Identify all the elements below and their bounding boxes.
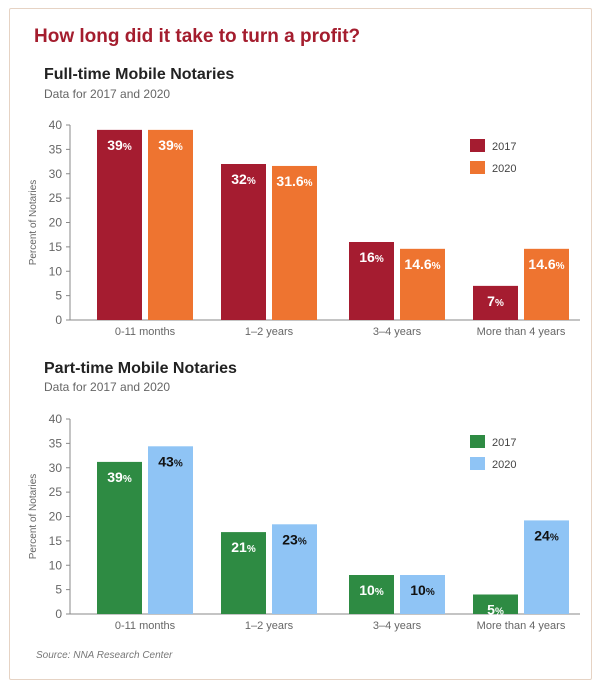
y-tick-label: 10 xyxy=(49,264,63,278)
legend-label: 2017 xyxy=(492,141,516,153)
y-tick-label: 20 xyxy=(49,216,63,230)
legend-swatch-2017 xyxy=(470,139,485,152)
y-tick-label: 35 xyxy=(49,142,63,156)
bar-2017-1 xyxy=(221,532,266,614)
x-tick-label: 1–2 years xyxy=(245,326,294,338)
data-label: 7% xyxy=(487,293,504,309)
y-tick-label: 25 xyxy=(49,485,63,499)
legend-swatch-2017 xyxy=(470,435,485,448)
y-tick-label: 20 xyxy=(49,510,63,524)
data-label: 39% xyxy=(107,137,132,153)
bar-2017-1 xyxy=(221,164,266,320)
legend-label: 2017 xyxy=(492,437,516,449)
bar-2017-2 xyxy=(349,242,394,320)
page-title: How long did it take to turn a profit? xyxy=(34,26,361,47)
data-label: 23% xyxy=(282,531,307,547)
bar-2017-0 xyxy=(97,461,142,614)
legend-label: 2020 xyxy=(492,459,516,471)
bar-2020-0 xyxy=(148,446,193,614)
data-label: 16% xyxy=(359,249,384,265)
bar-2020-1 xyxy=(272,165,317,320)
full-time-chart-title: Full-time Mobile Notaries xyxy=(44,66,235,83)
y-tick-label: 35 xyxy=(49,436,63,450)
y-tick-label: 15 xyxy=(49,240,63,254)
x-tick-label: More than 4 years xyxy=(477,620,566,632)
data-label: 5% xyxy=(487,602,504,618)
data-label: 43% xyxy=(158,453,183,469)
data-label: 39% xyxy=(158,137,183,153)
bar-2020-1 xyxy=(272,524,317,614)
data-label: 14.6% xyxy=(404,256,440,272)
bar-2020-3 xyxy=(524,520,569,614)
source-note: Source: NNA Research Center xyxy=(36,650,173,661)
data-label: 14.6% xyxy=(528,256,564,272)
x-tick-label: More than 4 years xyxy=(477,326,566,338)
data-label: 39% xyxy=(107,469,132,485)
legend-swatch-2020 xyxy=(470,457,485,470)
y-tick-label: 25 xyxy=(49,191,63,205)
y-axis-label: Percent of Notaries xyxy=(28,180,39,266)
y-axis-label: Percent of Notaries xyxy=(28,474,39,560)
y-tick-label: 40 xyxy=(49,412,63,426)
full-time-chart-subtitle: Data for 2017 and 2020 xyxy=(44,87,171,101)
y-tick-label: 5 xyxy=(55,583,62,597)
x-tick-label: 3–4 years xyxy=(373,326,422,338)
bar-2017-3 xyxy=(473,594,518,614)
y-tick-label: 15 xyxy=(49,534,63,548)
data-label: 10% xyxy=(359,582,384,598)
data-label: 24% xyxy=(534,527,559,543)
bar-2020-3 xyxy=(524,248,569,320)
part-time-chart-subtitle: Data for 2017 and 2020 xyxy=(44,380,171,394)
y-tick-label: 30 xyxy=(49,461,63,475)
x-tick-label: 0-11 months xyxy=(115,620,176,632)
x-tick-label: 1–2 years xyxy=(245,620,294,632)
y-tick-label: 0 xyxy=(55,607,62,621)
y-tick-label: 40 xyxy=(49,118,63,132)
data-label: 32% xyxy=(231,171,256,187)
bar-2020-2 xyxy=(400,248,445,320)
legend-label: 2020 xyxy=(492,163,516,175)
data-label: 31.6% xyxy=(276,173,312,189)
y-tick-label: 10 xyxy=(49,558,63,572)
x-tick-label: 0-11 months xyxy=(115,326,176,338)
y-tick-label: 5 xyxy=(55,289,62,303)
data-label: 21% xyxy=(231,539,256,555)
x-tick-label: 3–4 years xyxy=(373,620,422,632)
bar-2017-3 xyxy=(473,285,518,320)
bar-2020-2 xyxy=(400,575,445,614)
bar-2020-0 xyxy=(148,129,193,320)
bar-2017-0 xyxy=(97,129,142,320)
y-tick-label: 30 xyxy=(49,167,63,181)
legend-swatch-2020 xyxy=(470,161,485,174)
part-time-chart-title: Part-time Mobile Notaries xyxy=(44,360,237,377)
data-label: 10% xyxy=(410,582,435,598)
bar-2017-2 xyxy=(349,575,394,614)
y-tick-label: 0 xyxy=(55,313,62,327)
